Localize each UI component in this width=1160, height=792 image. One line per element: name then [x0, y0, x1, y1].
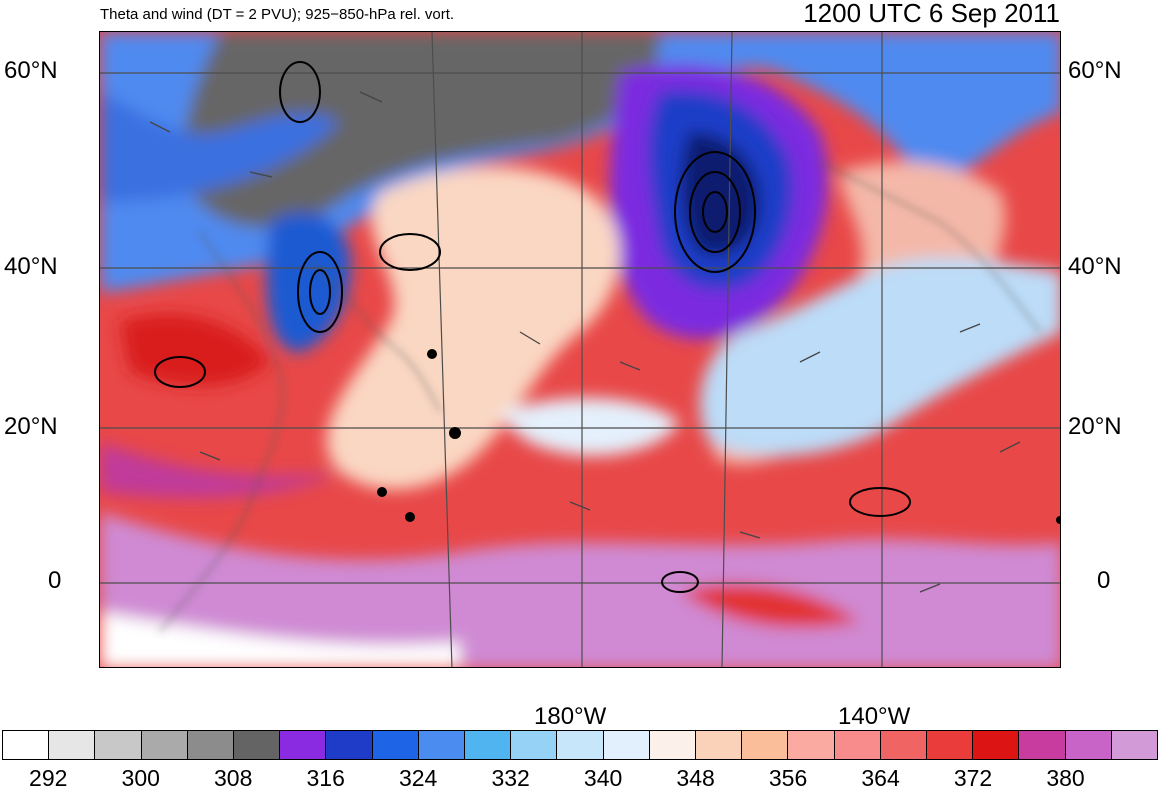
lat-label-40n-left: 40°N	[4, 253, 58, 280]
lat-label-20n-left: 20°N	[4, 413, 58, 440]
vorticity-contours	[154, 61, 911, 593]
colorbar-box	[742, 731, 789, 759]
lon-label-180w: 180°W	[534, 703, 607, 730]
colorbar-box	[280, 731, 327, 759]
colorbar-box	[49, 731, 96, 759]
colorbar-box	[3, 731, 50, 759]
lat-label-0-right: 0	[1097, 567, 1111, 594]
wind-barbs	[149, 91, 1021, 593]
lat-label-40n-right: 40°N	[1068, 253, 1122, 280]
colorbar-label: 300	[121, 765, 160, 791]
graticule	[100, 32, 1060, 667]
colorbar-label: 364	[861, 765, 900, 791]
map-valid-time: 1200 UTC 6 Sep 2011	[803, 0, 1060, 28]
colorbar-label: 316	[306, 765, 345, 791]
colorbar-box	[927, 731, 974, 759]
colorbar-label: 308	[214, 765, 253, 791]
colorbar-label: 348	[676, 765, 715, 791]
theta-wind-map	[99, 31, 1061, 668]
colorbar-label: 340	[583, 765, 623, 791]
colorbar-box	[649, 731, 697, 759]
colorbar-box	[603, 731, 650, 759]
colorbar-box	[1065, 731, 1112, 759]
colorbar-box	[973, 731, 1020, 759]
map-field-svg	[100, 32, 1060, 667]
colorbar-box	[372, 731, 419, 759]
theta-field	[100, 32, 1060, 667]
theta-colorbar	[2, 730, 1158, 760]
colorbar-box	[557, 731, 604, 759]
map-subtitle: Theta and wind (DT = 2 PVU); 925−850-hPa…	[100, 6, 455, 23]
vorticity-maxima	[377, 349, 1060, 524]
lat-label-20n-right: 20°N	[1068, 413, 1122, 440]
colorbar-label: 380	[1046, 765, 1085, 791]
colorbar-box	[880, 731, 928, 759]
colorbar-label: 332	[491, 765, 530, 791]
colorbar-box	[187, 731, 235, 759]
colorbar-box	[95, 731, 142, 759]
lat-label-60n-right: 60°N	[1068, 57, 1122, 84]
colorbar-box	[1111, 731, 1158, 759]
colorbar-label: 372	[953, 765, 993, 791]
colorbar-box	[834, 731, 881, 759]
colorbar-label: 324	[398, 765, 438, 791]
colorbar-label: 292	[29, 765, 68, 791]
colorbar-label: 356	[768, 765, 808, 791]
colorbar-box	[418, 731, 466, 759]
coastlines	[159, 161, 1041, 633]
lat-label-0-left: 0	[48, 567, 62, 594]
colorbar-box	[141, 731, 188, 759]
colorbar-box	[326, 731, 373, 759]
colorbar-box	[1019, 731, 1066, 759]
colorbar-box	[788, 731, 835, 759]
lat-label-60n-left: 60°N	[4, 57, 58, 84]
lon-label-140w: 140°W	[838, 703, 911, 730]
colorbar-box	[696, 731, 743, 759]
colorbar-box	[465, 731, 512, 759]
colorbar-box	[511, 731, 558, 759]
colorbar-box	[234, 731, 281, 759]
